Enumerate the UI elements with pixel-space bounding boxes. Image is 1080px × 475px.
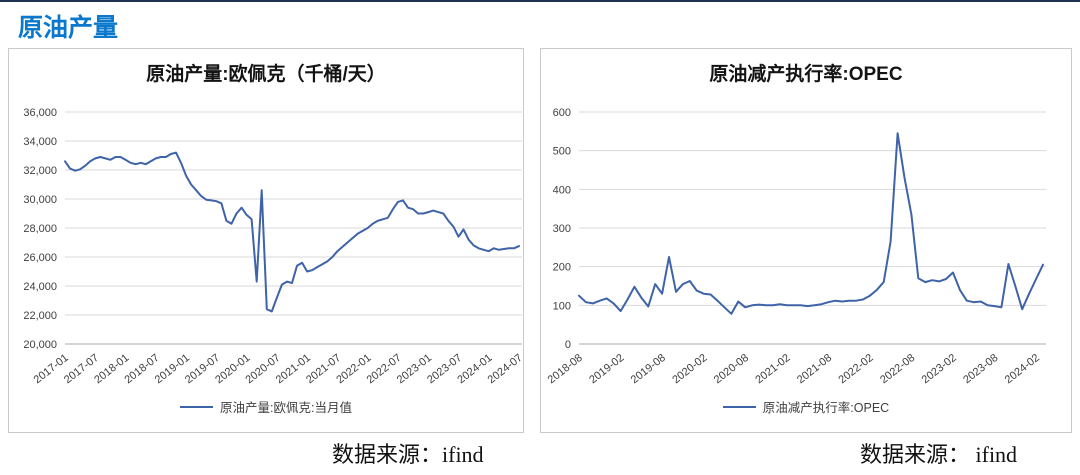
x-tick-label: 2023-02 xyxy=(920,352,959,386)
x-tick-label: 2020-08 xyxy=(712,352,751,386)
y-tick-label: 26,000 xyxy=(23,252,57,264)
x-tick-label: 2019-08 xyxy=(629,352,668,386)
y-tick-label: 22,000 xyxy=(23,310,57,322)
y-tick-label: 36,000 xyxy=(23,107,57,119)
legend-line-marker xyxy=(180,405,214,408)
chart-legend-opec-compliance: 原油减产执行率:OPEC xyxy=(541,397,1071,416)
data-source-left: 数据来源：ifind xyxy=(332,442,484,467)
chart-legend-opec-production: 原油产量:欧佩克:当月值 xyxy=(9,397,523,416)
x-tick-label: 2021-08 xyxy=(795,352,834,386)
legend-line-marker xyxy=(722,405,756,408)
y-tick-label: 300 xyxy=(553,223,571,235)
y-tick-label: 34,000 xyxy=(23,136,57,148)
y-tick-label: 30,000 xyxy=(23,194,57,206)
chart-panel-opec-compliance: 原油减产执行率:OPEC 600 500 400 300 200 100 0 2018-08 2… xyxy=(540,48,1072,433)
y-tick-label: 600 xyxy=(553,107,571,119)
y-tick-label: 28,000 xyxy=(23,223,57,235)
y-tick-label: 500 xyxy=(553,146,571,158)
chart-title-opec-production: 原油产量:欧佩克（千桶/天） xyxy=(146,64,386,85)
x-tick-label: 2019-02 xyxy=(587,352,626,386)
line-chart-opec-production: 36,000 34,000 32,000 30,000 28,000 26,000 24,0… xyxy=(23,107,523,386)
y-tick-label: 32,000 xyxy=(23,165,57,177)
page-title: 原油产量 xyxy=(18,14,119,42)
x-tick-label: 2022-08 xyxy=(878,352,917,386)
chart-panel-opec-production: 原油产量:欧佩克（千桶/天） 36,000 34,000 32,000 30,000 2… xyxy=(8,48,524,433)
chart-title-opec-compliance: 原油减产执行率:OPEC xyxy=(709,64,903,85)
legend-label: 原油减产执行率:OPEC xyxy=(762,401,890,415)
x-tick-label: 2021-02 xyxy=(753,352,792,386)
x-tick-label: 2020-02 xyxy=(670,352,709,386)
data-source-right: 数据来源： ifind xyxy=(860,442,1018,467)
y-tick-label: 0 xyxy=(565,339,571,351)
x-tick-label: 2024-07 xyxy=(486,352,523,386)
series-line xyxy=(64,151,520,313)
x-tick-label: 2022-02 xyxy=(837,352,876,386)
x-tick-label: 2024-02 xyxy=(1003,352,1042,386)
series-line xyxy=(578,132,1044,315)
x-tick-label: 2018-08 xyxy=(546,352,585,386)
y-tick-label: 400 xyxy=(553,184,571,196)
y-tick-label: 24,000 xyxy=(23,281,57,293)
top-rule xyxy=(0,0,1080,2)
legend-label: 原油产量:欧佩克:当月值 xyxy=(220,401,352,415)
x-tick-label: 2023-08 xyxy=(961,352,1000,386)
y-tick-label: 100 xyxy=(553,300,571,312)
y-tick-label: 20,000 xyxy=(23,339,57,351)
y-tick-label: 200 xyxy=(553,262,571,274)
